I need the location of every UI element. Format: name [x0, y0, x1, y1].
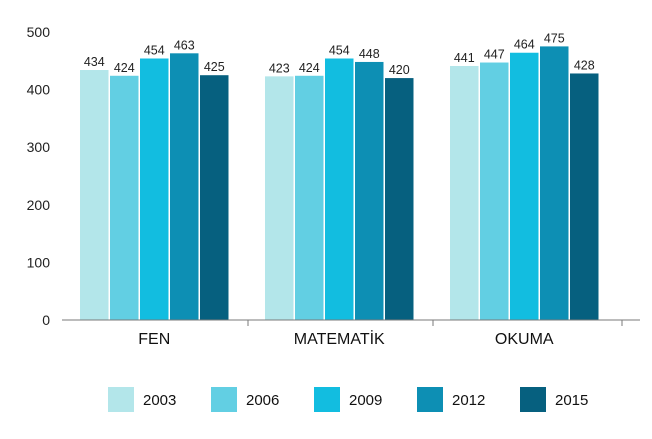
bar-2015-1 — [385, 78, 414, 320]
legend-swatch — [108, 387, 134, 412]
legend-swatch — [211, 387, 237, 412]
data-label: 464 — [514, 38, 535, 52]
legend-item-2003: 2003 — [108, 387, 176, 412]
bar-2006-0 — [110, 75, 139, 320]
y-tick-label: 0 — [42, 312, 50, 328]
bar-2003-1 — [265, 76, 294, 321]
legend: 2003 2006 2009 2012 2015 — [108, 387, 588, 412]
legend-item-2006: 2006 — [211, 387, 279, 412]
bar-2012-0 — [170, 53, 199, 320]
data-label: 428 — [574, 58, 595, 72]
bar-2006-2 — [480, 62, 509, 320]
bar-2009-0 — [140, 58, 169, 320]
data-label: 475 — [544, 31, 565, 45]
bar-2015-2 — [570, 73, 599, 320]
bar-2009-1 — [325, 58, 354, 320]
bar-2012-1 — [355, 61, 384, 321]
bar-2009-2 — [510, 52, 539, 321]
legend-label: 2012 — [452, 392, 485, 409]
bar-2003-2 — [450, 65, 479, 320]
y-tick-label: 500 — [27, 24, 51, 40]
data-label: 424 — [299, 61, 320, 75]
legend-label: 2015 — [555, 392, 588, 409]
legend-swatch — [314, 387, 340, 412]
data-label: 424 — [114, 61, 135, 75]
legend-swatch — [417, 387, 443, 412]
value-labels: 434 424 454 463 425 423 424 454 448 420 441 447 464 4… — [84, 31, 595, 77]
legend-label: 2006 — [246, 392, 279, 409]
data-label: 454 — [329, 43, 350, 57]
data-label: 447 — [484, 48, 505, 62]
data-label: 441 — [454, 51, 475, 65]
category-label: OKUMA — [495, 331, 554, 348]
data-label: 454 — [144, 43, 165, 57]
data-label: 420 — [389, 63, 410, 77]
category-label: FEN — [138, 331, 170, 348]
data-label: 425 — [204, 60, 225, 74]
data-label: 448 — [359, 47, 380, 61]
bar-2012-2 — [540, 46, 569, 321]
y-axis: 0 100 200 300 400 500 — [27, 24, 51, 328]
category-label: MATEMATİK — [294, 329, 385, 348]
legend-label: 2009 — [349, 392, 382, 409]
y-tick-label: 200 — [27, 197, 51, 213]
bar-2003-0 — [80, 70, 109, 321]
y-tick-label: 400 — [27, 82, 51, 98]
legend-item-2012: 2012 — [417, 387, 485, 412]
data-label: 423 — [269, 61, 290, 75]
y-tick-label: 100 — [27, 254, 51, 270]
data-label: 463 — [174, 38, 195, 52]
data-label: 434 — [84, 55, 105, 69]
bar-2015-0 — [200, 75, 229, 320]
bar-2006-1 — [295, 75, 324, 320]
y-tick-label: 300 — [27, 139, 51, 155]
legend-item-2009: 2009 — [314, 387, 382, 412]
legend-item-2015: 2015 — [520, 387, 588, 412]
x-axis: FEN MATEMATİK OKUMA — [62, 319, 640, 348]
bars — [80, 46, 599, 321]
legend-label: 2003 — [143, 392, 176, 409]
legend-swatch — [520, 387, 546, 412]
